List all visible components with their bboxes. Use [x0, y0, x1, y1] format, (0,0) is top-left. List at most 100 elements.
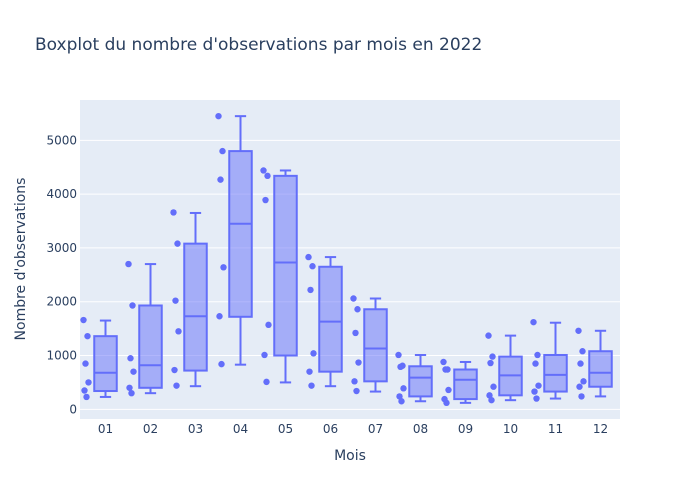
data-point — [350, 295, 357, 302]
data-point — [580, 378, 587, 385]
box-09 — [453, 360, 478, 404]
data-point — [305, 253, 312, 261]
data-point — [440, 358, 447, 366]
box-body — [318, 265, 343, 373]
x-tick-label: 10 — [503, 422, 518, 436]
data-point — [125, 260, 132, 268]
box-01 — [93, 319, 118, 398]
data-point — [216, 313, 223, 320]
box-body — [363, 308, 388, 383]
data-point — [578, 393, 585, 400]
data-point — [84, 332, 91, 340]
data-point — [577, 360, 584, 367]
data-point — [488, 396, 495, 404]
data-point — [309, 263, 316, 270]
points-layer — [80, 112, 587, 407]
x-tick-label: 01 — [98, 422, 113, 436]
data-point — [260, 167, 267, 174]
box-11 — [543, 321, 568, 400]
data-point — [532, 360, 539, 367]
y-tick-label: 3000 — [46, 241, 77, 255]
data-point — [171, 366, 178, 374]
data-point — [310, 350, 317, 357]
y-tick-label: 2000 — [46, 295, 77, 309]
box-body — [183, 242, 208, 372]
y-tick-label: 1000 — [46, 349, 77, 363]
data-point — [80, 316, 87, 324]
y-ticks: 0 1000 2000 3000 4000 5000 — [46, 133, 77, 416]
plot-area — [80, 100, 620, 419]
data-point — [534, 351, 541, 359]
data-point — [218, 360, 225, 368]
data-point — [486, 392, 493, 399]
x-tick-label: 08 — [413, 422, 428, 436]
box-body — [588, 350, 613, 388]
x-tick-label: 06 — [323, 422, 338, 436]
box-05 — [273, 169, 298, 384]
box-body — [273, 174, 298, 357]
box-06 — [318, 256, 343, 388]
data-point — [353, 387, 360, 395]
data-point — [217, 176, 224, 183]
x-tick-label: 02 — [143, 422, 158, 436]
box-10 — [498, 334, 523, 402]
x-tick-label: 11 — [548, 422, 563, 436]
data-point — [172, 297, 179, 304]
x-tick-label: 05 — [278, 422, 293, 436]
x-ticks: 01 02 03 04 05 06 07 08 09 10 11 12 — [98, 422, 608, 436]
x-tick-label: 07 — [368, 422, 383, 436]
x-tick-label: 12 — [593, 422, 608, 436]
data-point — [174, 240, 181, 247]
box-body — [138, 304, 163, 389]
x-tick-label: 09 — [458, 422, 473, 436]
data-point — [575, 327, 582, 334]
data-point — [307, 286, 314, 294]
data-point — [173, 382, 180, 389]
data-point — [355, 359, 362, 366]
x-axis-title: Mois — [334, 448, 366, 464]
data-point — [490, 383, 497, 390]
data-point — [265, 321, 272, 329]
box-12 — [588, 329, 613, 398]
box-04 — [228, 115, 253, 366]
data-point — [129, 302, 136, 309]
data-point — [352, 329, 359, 337]
box-02 — [138, 263, 163, 395]
data-point — [489, 353, 496, 360]
data-point — [397, 363, 404, 371]
box-body — [453, 368, 478, 401]
data-point — [485, 332, 492, 339]
y-axis-title: Nombre d'observations — [13, 178, 29, 341]
data-point — [170, 209, 177, 216]
y-tick-label: 0 — [69, 402, 77, 416]
data-point — [576, 383, 583, 390]
data-point — [263, 378, 270, 386]
chart-title: Boxplot du nombre d'observations par moi… — [35, 35, 482, 55]
data-point — [442, 366, 449, 373]
data-point — [175, 328, 182, 335]
box-body — [408, 365, 433, 398]
data-point — [83, 393, 90, 401]
data-point — [531, 388, 538, 395]
data-point — [445, 386, 452, 394]
data-point — [535, 382, 542, 389]
y-tick-label: 4000 — [46, 187, 77, 201]
data-point — [128, 389, 135, 397]
box-08 — [408, 353, 433, 403]
box-body — [543, 353, 568, 393]
data-point — [395, 351, 402, 359]
data-point — [400, 385, 407, 392]
data-point — [487, 359, 494, 367]
data-point — [220, 264, 227, 271]
box-03 — [183, 211, 208, 388]
data-point — [530, 318, 537, 326]
box-body — [228, 150, 253, 318]
data-point — [82, 360, 89, 367]
data-point — [261, 351, 268, 359]
data-point — [215, 112, 222, 120]
data-point — [308, 382, 315, 389]
data-point — [533, 395, 540, 402]
data-point — [264, 172, 271, 180]
box-07 — [363, 297, 388, 393]
